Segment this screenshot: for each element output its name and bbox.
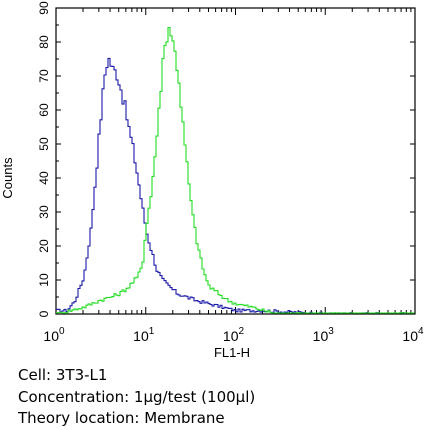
y-tick-label: 80 bbox=[37, 35, 51, 49]
y-axis-ticks: 0 10 20 30 40 50 60 70 80 90 bbox=[37, 1, 415, 317]
x-tick-exponent: 1 bbox=[149, 326, 155, 337]
x-tick-label: 104 bbox=[402, 326, 424, 344]
y-tick-label: 0 bbox=[37, 310, 51, 317]
y-tick-label: 20 bbox=[37, 239, 51, 253]
y-tick-label: 90 bbox=[37, 1, 51, 15]
y-axis-title: Counts bbox=[0, 157, 15, 199]
y-tick-label: 60 bbox=[37, 103, 51, 117]
histogram-series-line bbox=[56, 26, 415, 314]
x-axis-title: FL1-H bbox=[214, 345, 250, 360]
caption-concentration: Concentration: 1µg/test (100µl) bbox=[18, 387, 256, 406]
x-tick-exponent: 4 bbox=[418, 326, 424, 337]
x-tick-exponent: 0 bbox=[59, 326, 65, 337]
x-tick-label: 103 bbox=[313, 326, 335, 344]
y-tick-label: 70 bbox=[37, 69, 51, 83]
x-tick-exponent: 2 bbox=[239, 326, 245, 337]
x-tick-label: 100 bbox=[43, 326, 65, 344]
plot-frame bbox=[55, 7, 416, 315]
y-tick-label: 30 bbox=[37, 205, 51, 219]
caption-location: Theory location: Membrane bbox=[18, 409, 225, 427]
caption-cell: Cell: 3T3-L1 bbox=[18, 366, 108, 384]
y-tick-label: 10 bbox=[37, 273, 51, 287]
x-tick-exponent: 3 bbox=[328, 326, 334, 337]
x-tick-label: 101 bbox=[133, 326, 155, 344]
x-axis-ticks: 100 101 102 103 104 bbox=[43, 8, 424, 344]
caption: Cell: 3T3-L1 Concentration: 1µg/test (10… bbox=[18, 365, 418, 430]
y-tick-label: 40 bbox=[37, 171, 51, 185]
y-tick-label: 50 bbox=[37, 137, 51, 151]
series-layer bbox=[56, 26, 415, 314]
x-tick-label: 102 bbox=[223, 326, 245, 344]
